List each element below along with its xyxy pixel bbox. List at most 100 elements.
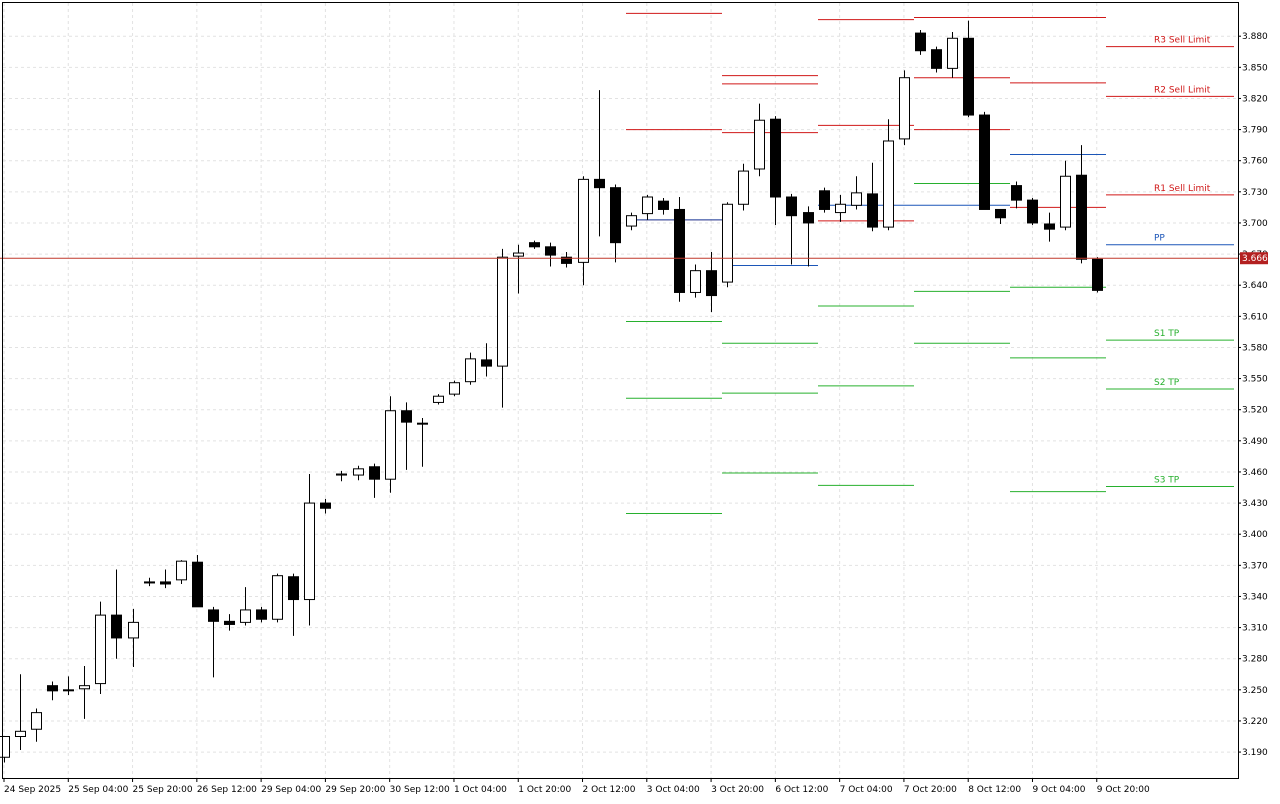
candle-body [1044,223,1055,230]
y-tick-label: 3.850 [1242,63,1268,73]
candle-body [867,193,878,228]
candle-body [594,178,605,189]
candle-body [15,730,26,738]
candle-body [385,410,396,480]
candle-body [947,37,958,69]
candle-body [111,614,122,639]
x-tick-label: 2 Oct 12:00 [583,785,636,795]
x-tick-label: 7 Oct 20:00 [904,785,957,795]
candle-body [513,252,524,257]
candle-body [497,256,508,367]
candle-body [915,32,926,52]
x-tick-label: 29 Sep 20:00 [325,785,385,795]
level-label: R2 Sell Limit [1154,85,1211,95]
candle-body [899,77,910,140]
candle-body [722,203,733,283]
current-price-tag-text: 3.666 [1242,254,1268,264]
x-tick-label: 9 Oct 20:00 [1097,785,1150,795]
candle-body [144,581,155,584]
level-label: S2 TP [1154,378,1180,388]
x-tick-label: 9 Oct 04:00 [1032,785,1085,795]
time-axis[interactable]: 24 Sep 2025 25 Sep 04:00 25 Sep 20:00 26 Se… [3,778,1150,795]
candle-body [417,422,428,425]
level-label: R3 Sell Limit [1154,36,1211,46]
candle-body [931,49,942,69]
candle-body [304,502,315,601]
candle-body [545,246,556,256]
x-tick-label: 25 Sep 20:00 [133,785,193,795]
candle-body [449,382,460,395]
candle-body [995,208,1006,219]
y-tick-label: 3.790 [1242,126,1268,136]
y-tick-label: 3.880 [1242,32,1268,42]
price-axis[interactable]: 3.8803.8503.8203.7903.7603.7303.7003.670… [1238,32,1268,758]
y-tick-label: 3.730 [1242,188,1268,198]
candle-body [578,178,589,263]
candle-body [0,736,10,758]
candle-body [803,212,814,224]
candle-body [79,685,90,690]
y-tick-label: 3.250 [1242,686,1268,696]
candle-body [738,170,749,205]
x-tick-label: 3 Oct 20:00 [711,785,764,795]
level-label: S3 TP [1154,475,1180,485]
candle-body [224,620,235,625]
candle-body [95,614,106,685]
current-price-tag: 3.666 [1240,252,1268,265]
candle-body [770,118,781,198]
y-tick-label: 3.370 [1242,561,1268,571]
y-tick-label: 3.340 [1242,592,1268,602]
candle-body [433,395,444,403]
x-tick-label: 1 Oct 04:00 [454,785,507,795]
grid-lines [3,3,1238,778]
candle-body [642,196,653,215]
x-tick-label: 26 Sep 12:00 [197,785,257,795]
candles [0,20,1103,763]
candle-body [610,187,621,244]
candle-body [288,576,299,601]
y-tick-label: 3.310 [1242,624,1268,634]
candle-body [835,203,846,214]
candle-body [208,609,219,622]
y-tick-label: 3.580 [1242,343,1268,353]
y-tick-label: 3.760 [1242,157,1268,167]
candle-body [561,256,572,264]
x-tick-label: 3 Oct 04:00 [647,785,700,795]
x-tick-label: 25 Sep 04:00 [68,785,128,795]
candle-body [63,689,74,692]
y-tick-label: 3.550 [1242,375,1268,385]
candle-body [658,200,669,210]
y-tick-label: 3.460 [1242,468,1268,478]
candle-body [256,609,267,620]
candle-body [192,561,203,608]
candle-body [979,114,990,210]
x-tick-label: 1 Oct 20:00 [518,785,571,795]
x-tick-label: 7 Oct 04:00 [840,785,893,795]
y-tick-label: 3.280 [1242,655,1268,665]
candle-body [1076,174,1087,260]
y-tick-label: 3.520 [1242,406,1268,416]
x-tick-label: 8 Oct 12:00 [968,785,1021,795]
plot-border [2,2,1239,779]
y-tick-label: 3.700 [1242,219,1268,229]
candle-body [336,473,347,476]
candle-body [1027,199,1038,224]
candle-body [320,502,331,509]
level-label: S1 TP [1154,329,1180,339]
candle-body [883,140,894,228]
x-tick-label: 6 Oct 12:00 [775,785,828,795]
y-tick-label: 3.220 [1242,717,1268,727]
level-label: R1 Sell Limit [1154,184,1211,194]
candle-body [819,190,830,210]
candle-body [272,575,283,620]
candle-body [401,410,412,423]
y-tick-label: 3.610 [1242,312,1268,322]
candle-body [674,208,685,293]
candle-body [369,466,380,480]
candle-body [31,712,42,730]
candle-body [706,270,717,297]
current-price-tag-bg [1240,252,1268,265]
